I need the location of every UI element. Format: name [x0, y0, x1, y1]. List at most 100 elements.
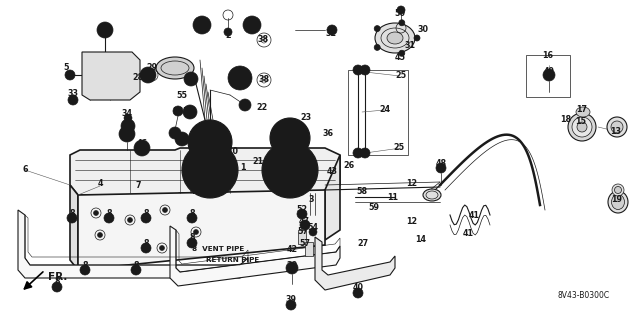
- Text: 37: 37: [246, 24, 257, 33]
- Text: 49: 49: [543, 68, 554, 77]
- Text: 8: 8: [133, 261, 139, 270]
- Text: 20: 20: [287, 261, 298, 270]
- Circle shape: [543, 69, 555, 81]
- Text: 46: 46: [136, 139, 147, 149]
- Text: 31: 31: [404, 41, 415, 49]
- Text: 41: 41: [463, 228, 474, 238]
- Ellipse shape: [423, 189, 441, 201]
- Circle shape: [175, 132, 189, 146]
- Text: 4: 4: [189, 188, 195, 197]
- Ellipse shape: [568, 113, 596, 141]
- Text: 15: 15: [575, 117, 586, 127]
- Circle shape: [297, 209, 307, 219]
- Circle shape: [237, 75, 243, 81]
- Circle shape: [309, 228, 317, 236]
- Text: 9: 9: [124, 122, 130, 131]
- Text: 56: 56: [186, 75, 196, 84]
- Bar: [298, 230, 306, 244]
- Circle shape: [193, 16, 211, 34]
- Text: 37: 37: [234, 70, 246, 79]
- Circle shape: [200, 160, 220, 180]
- Polygon shape: [78, 190, 325, 270]
- Text: 56: 56: [177, 135, 188, 144]
- Text: 8: 8: [143, 239, 149, 248]
- Text: 48: 48: [435, 159, 447, 167]
- Text: 53: 53: [182, 108, 193, 116]
- Text: 50: 50: [394, 10, 406, 19]
- Circle shape: [414, 35, 420, 41]
- Circle shape: [97, 233, 102, 238]
- Text: 43: 43: [326, 167, 337, 175]
- Circle shape: [353, 148, 363, 158]
- Text: 8: 8: [82, 261, 88, 270]
- Text: 51: 51: [289, 166, 300, 174]
- Polygon shape: [170, 226, 340, 286]
- Text: 44: 44: [271, 169, 282, 179]
- Text: 25: 25: [394, 144, 404, 152]
- Circle shape: [224, 28, 232, 36]
- Text: FR.: FR.: [48, 272, 67, 282]
- Circle shape: [360, 65, 370, 75]
- Text: 47: 47: [298, 217, 310, 226]
- Text: 30: 30: [417, 26, 429, 34]
- Text: 32: 32: [325, 28, 337, 38]
- Text: 17: 17: [577, 106, 588, 115]
- Text: 5: 5: [63, 63, 68, 72]
- Ellipse shape: [611, 121, 623, 133]
- Text: 11: 11: [387, 194, 399, 203]
- Circle shape: [353, 288, 363, 298]
- Circle shape: [353, 65, 363, 75]
- Text: 1: 1: [240, 162, 246, 172]
- Text: 54: 54: [307, 224, 319, 233]
- Circle shape: [262, 142, 318, 198]
- Text: 42: 42: [271, 152, 282, 161]
- Text: 59: 59: [369, 204, 380, 212]
- Circle shape: [184, 72, 198, 86]
- Circle shape: [193, 229, 198, 234]
- Text: 14: 14: [415, 235, 426, 244]
- Text: 45: 45: [394, 53, 406, 62]
- Circle shape: [286, 300, 296, 310]
- Bar: [305, 242, 313, 256]
- Text: 8: 8: [189, 209, 195, 218]
- Circle shape: [134, 140, 150, 156]
- Text: 41: 41: [468, 211, 479, 219]
- Text: 57: 57: [298, 226, 308, 235]
- Text: 36: 36: [323, 129, 333, 137]
- Text: 22: 22: [257, 102, 268, 112]
- Circle shape: [173, 106, 183, 116]
- Text: 8: 8: [189, 234, 195, 242]
- Text: 13: 13: [611, 127, 621, 136]
- Circle shape: [239, 99, 251, 111]
- Ellipse shape: [607, 117, 627, 137]
- Text: 57: 57: [300, 240, 310, 249]
- Text: 4: 4: [97, 179, 103, 188]
- Circle shape: [327, 25, 337, 35]
- Circle shape: [68, 95, 78, 105]
- Circle shape: [124, 114, 132, 122]
- Ellipse shape: [608, 191, 628, 213]
- Text: 38: 38: [259, 75, 269, 84]
- Circle shape: [119, 126, 135, 142]
- Text: 52: 52: [296, 205, 308, 214]
- Text: 37: 37: [195, 24, 205, 33]
- Text: 8: 8: [69, 209, 75, 218]
- Polygon shape: [325, 155, 340, 240]
- Circle shape: [360, 148, 370, 158]
- Circle shape: [127, 218, 132, 222]
- Circle shape: [187, 238, 197, 248]
- Text: 16: 16: [543, 50, 554, 60]
- Text: 28: 28: [132, 72, 143, 81]
- Circle shape: [270, 118, 310, 158]
- Text: 23: 23: [300, 113, 312, 122]
- Text: 8: 8: [106, 209, 112, 218]
- Circle shape: [399, 20, 404, 26]
- Text: 12: 12: [406, 217, 417, 226]
- Ellipse shape: [614, 187, 621, 194]
- Text: 10: 10: [227, 147, 239, 157]
- Polygon shape: [315, 237, 395, 290]
- Text: 58: 58: [356, 188, 367, 197]
- Text: 18: 18: [561, 115, 572, 124]
- Text: 26: 26: [344, 161, 355, 170]
- Bar: [348, 70, 408, 155]
